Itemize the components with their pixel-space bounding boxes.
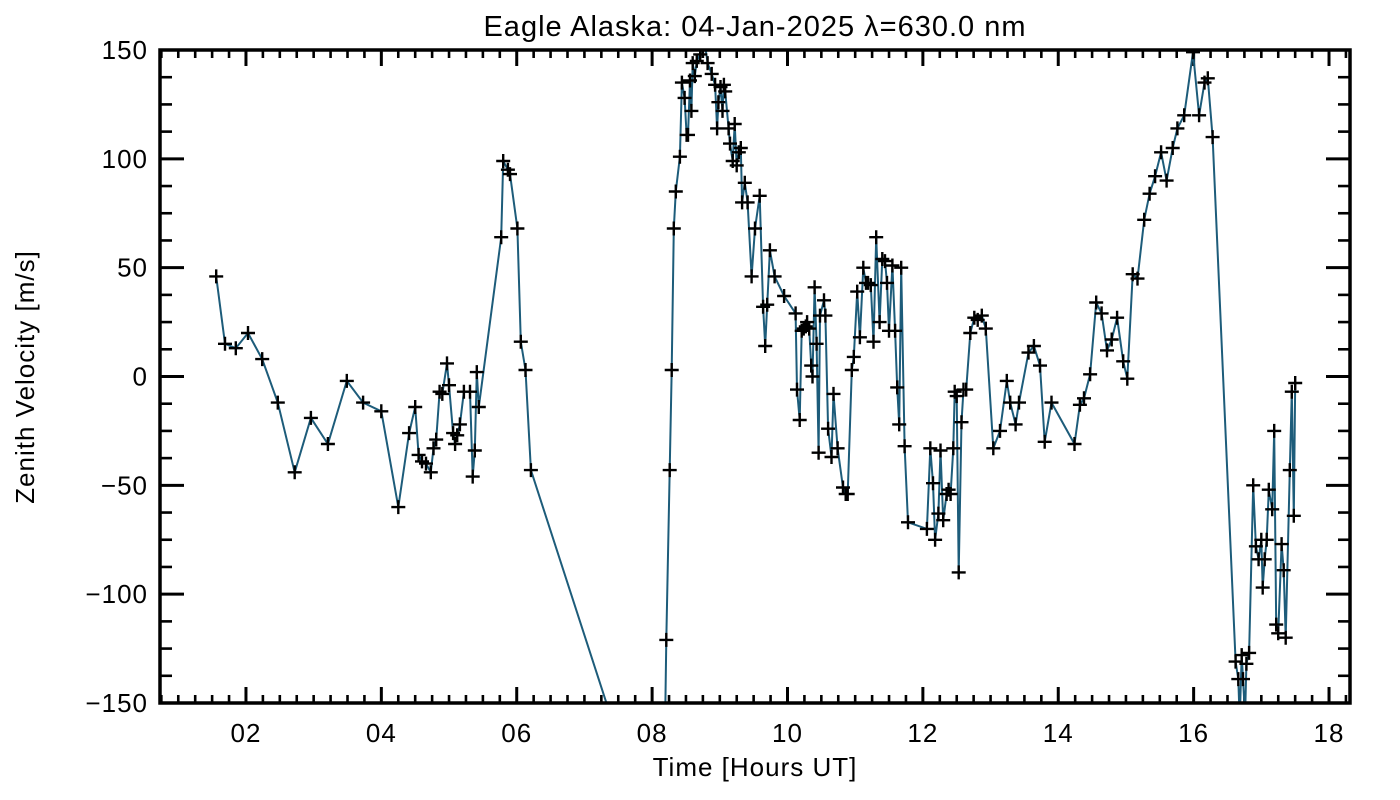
x-tick-label: 18 <box>1314 718 1345 748</box>
y-tick-label: 0 <box>133 362 148 392</box>
y-tick-label: −150 <box>85 688 148 718</box>
y-tick-label: 50 <box>117 253 148 283</box>
x-axis-title: Time [Hours UT] <box>653 752 858 782</box>
x-tick-label: 16 <box>1178 718 1209 748</box>
x-tick-label: 02 <box>231 718 262 748</box>
x-tick-label: 06 <box>501 718 532 748</box>
x-tick-label: 04 <box>366 718 397 748</box>
y-tick-label: 100 <box>102 144 148 174</box>
plot-area <box>209 50 1303 703</box>
x-tick-label: 08 <box>637 718 668 748</box>
major-ticks <box>160 48 1350 705</box>
axis-box <box>158 48 1352 705</box>
tick-labels: 02 04 06 08 10 12 14 16 18 150 100 50 0 −50 −100 −150 <box>85 35 1345 748</box>
x-tick-label: 14 <box>1043 718 1074 748</box>
x-tick-label: 12 <box>907 718 938 748</box>
y-tick-label: 150 <box>102 35 148 65</box>
y-tick-label: −100 <box>85 579 148 609</box>
chart-title: Eagle Alaska: 04-Jan-2025 λ=630.0 nm <box>483 11 1026 43</box>
data-series-line <box>215 50 1297 703</box>
y-axis-title: Zenith Velocity [m/s] <box>10 250 40 504</box>
y-tick-label: −50 <box>101 470 148 500</box>
data-point-markers <box>209 50 1303 687</box>
x-tick-label: 10 <box>772 718 803 748</box>
